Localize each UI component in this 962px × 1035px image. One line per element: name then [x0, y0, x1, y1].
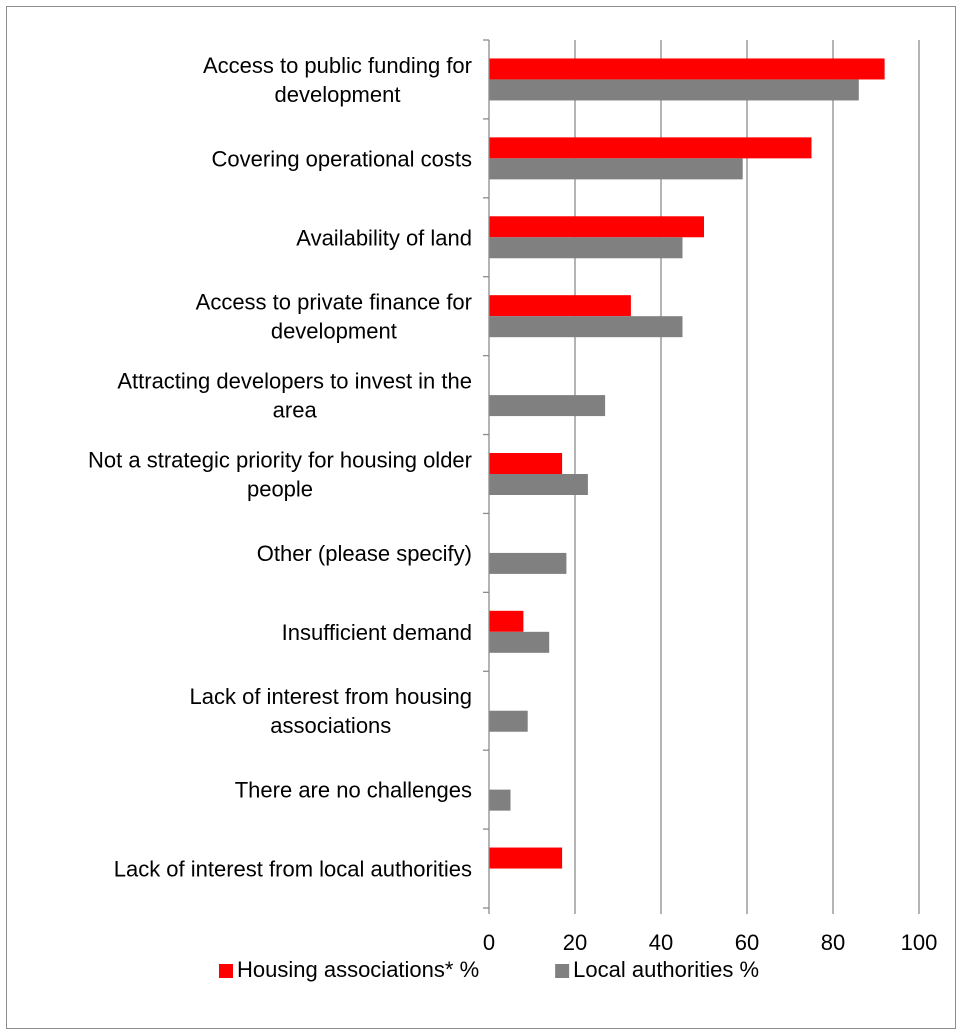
- category-label-6: Other (please specify): [257, 541, 472, 566]
- category-label-line: area: [273, 398, 318, 423]
- category-label-line: Attracting developers to invest in the: [117, 369, 472, 394]
- bar-local-authorities-5: [489, 474, 588, 495]
- category-label-line: development: [271, 319, 397, 344]
- category-label-line: Access to public funding for: [203, 53, 472, 78]
- x-tick-label-80: 80: [821, 930, 845, 955]
- category-label-0: Access to public funding for development: [203, 53, 472, 107]
- bar-housing-associations-5: [489, 453, 563, 474]
- category-label-4: Attracting developers to invest in the ar…: [117, 369, 472, 423]
- x-tick-label-100: 100: [901, 930, 938, 955]
- category-label-line: Lack of interest from local authorities: [114, 857, 472, 882]
- category-label-line: people: [247, 477, 313, 502]
- category-label-3: Access to private finance for development: [196, 290, 472, 344]
- x-tick-label-60: 60: [735, 930, 759, 955]
- category-label-2: Availability of land: [296, 225, 472, 250]
- chart-frame: Access to public funding for development C…: [6, 6, 956, 1029]
- bar-local-authorities-0: [489, 79, 859, 101]
- bar-local-authorities-2: [489, 237, 683, 259]
- legend: Housing associations* % Local authorities…: [219, 957, 759, 982]
- bar-local-authorities-3: [489, 316, 683, 338]
- category-label-7: Insufficient demand: [282, 620, 472, 645]
- category-label-line: Not a strategic priority for housing old…: [88, 448, 472, 473]
- category-label-line: Lack of interest from housing: [190, 684, 472, 709]
- bar-local-authorities-4: [489, 395, 606, 417]
- category-label-8: Lack of interest from housing association…: [190, 684, 472, 738]
- category-label-line: Access to private finance for: [196, 290, 472, 315]
- bar-housing-associations-10: [489, 847, 563, 869]
- category-labels: Access to public funding for development C…: [88, 53, 472, 882]
- category-label-line: There are no challenges: [235, 778, 472, 803]
- bar-local-authorities-8: [489, 710, 528, 732]
- axes: [483, 39, 920, 914]
- bar-housing-associations-2: [489, 216, 704, 238]
- category-label-9: There are no challenges: [235, 778, 472, 803]
- category-label-line: development: [274, 82, 400, 107]
- bar-housing-associations-7: [489, 610, 524, 632]
- gridlines: [574, 40, 920, 908]
- bars: [489, 58, 885, 869]
- legend-label-housing-associations: Housing associations* %: [237, 957, 479, 982]
- legend-label-local-authorities: Local authorities %: [573, 957, 759, 982]
- x-tick-label-40: 40: [649, 930, 673, 955]
- bar-local-authorities-1: [489, 158, 743, 180]
- bar-housing-associations-3: [489, 295, 631, 317]
- category-label-line: Covering operational costs: [212, 146, 472, 171]
- legend-swatch-housing-associations: [219, 964, 233, 978]
- bar-chart: Access to public funding for development C…: [88, 39, 937, 982]
- category-label-5: Not a strategic priority for housing old…: [88, 448, 472, 502]
- category-label-line: Other (please specify): [257, 541, 472, 566]
- bar-housing-associations-1: [489, 137, 812, 159]
- x-tick-labels: 0 20 40 60 80 100: [483, 930, 937, 955]
- category-label-1: Covering operational costs: [212, 146, 472, 171]
- bar-housing-associations-0: [489, 58, 885, 80]
- legend-swatch-local-authorities: [555, 964, 570, 978]
- x-tick-label-0: 0: [483, 930, 495, 955]
- bar-local-authorities-9: [489, 789, 511, 811]
- bar-local-authorities-7: [489, 631, 550, 653]
- bar-local-authorities-6: [489, 552, 567, 574]
- category-label-line: Insufficient demand: [282, 620, 472, 645]
- category-label-line: associations: [270, 713, 391, 738]
- category-label-10: Lack of interest from local authorities: [114, 857, 472, 882]
- category-label-line: Availability of land: [296, 225, 472, 250]
- x-tick-label-20: 20: [563, 930, 587, 955]
